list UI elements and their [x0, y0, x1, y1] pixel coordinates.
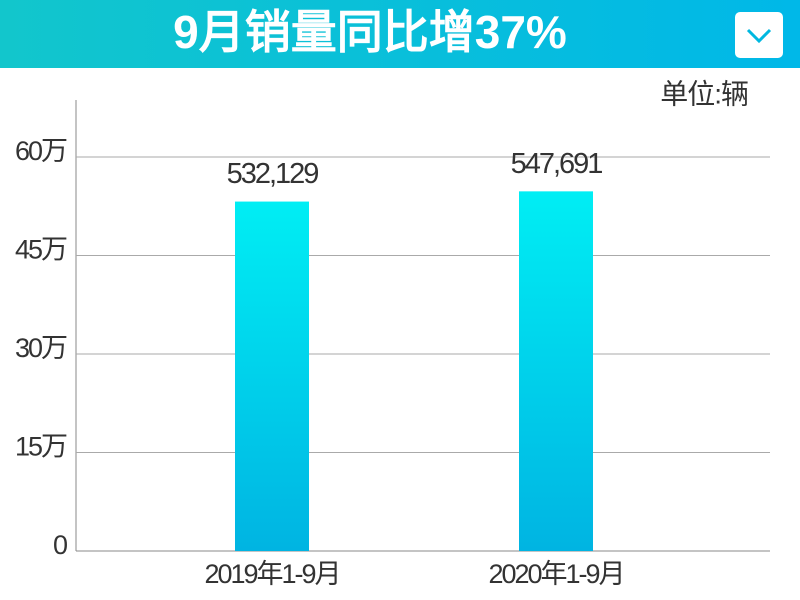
y-tick-label: 30万: [15, 333, 67, 363]
unit-label: 单位:辆: [660, 78, 748, 109]
x-tick-label: 2019年1-9月: [204, 559, 339, 589]
y-tick-label: 45万: [15, 235, 67, 265]
dropdown-box[interactable]: [735, 12, 783, 58]
header-banner: [0, 0, 800, 68]
dropdown-button[interactable]: [735, 12, 783, 58]
y-tick-label: 0: [53, 530, 67, 560]
value-label: 532,129: [227, 158, 319, 190]
y-tick-label: 60万: [15, 136, 67, 166]
chevron[interactable]: [746, 28, 772, 44]
x-tick-label: 2020年1-9月: [488, 559, 623, 589]
bar: [235, 201, 309, 552]
chart-title: 9月销量同比增37%: [173, 6, 567, 58]
y-tick-label: 15万: [15, 432, 67, 462]
bar: [519, 191, 593, 551]
value-label: 547,691: [511, 148, 603, 180]
